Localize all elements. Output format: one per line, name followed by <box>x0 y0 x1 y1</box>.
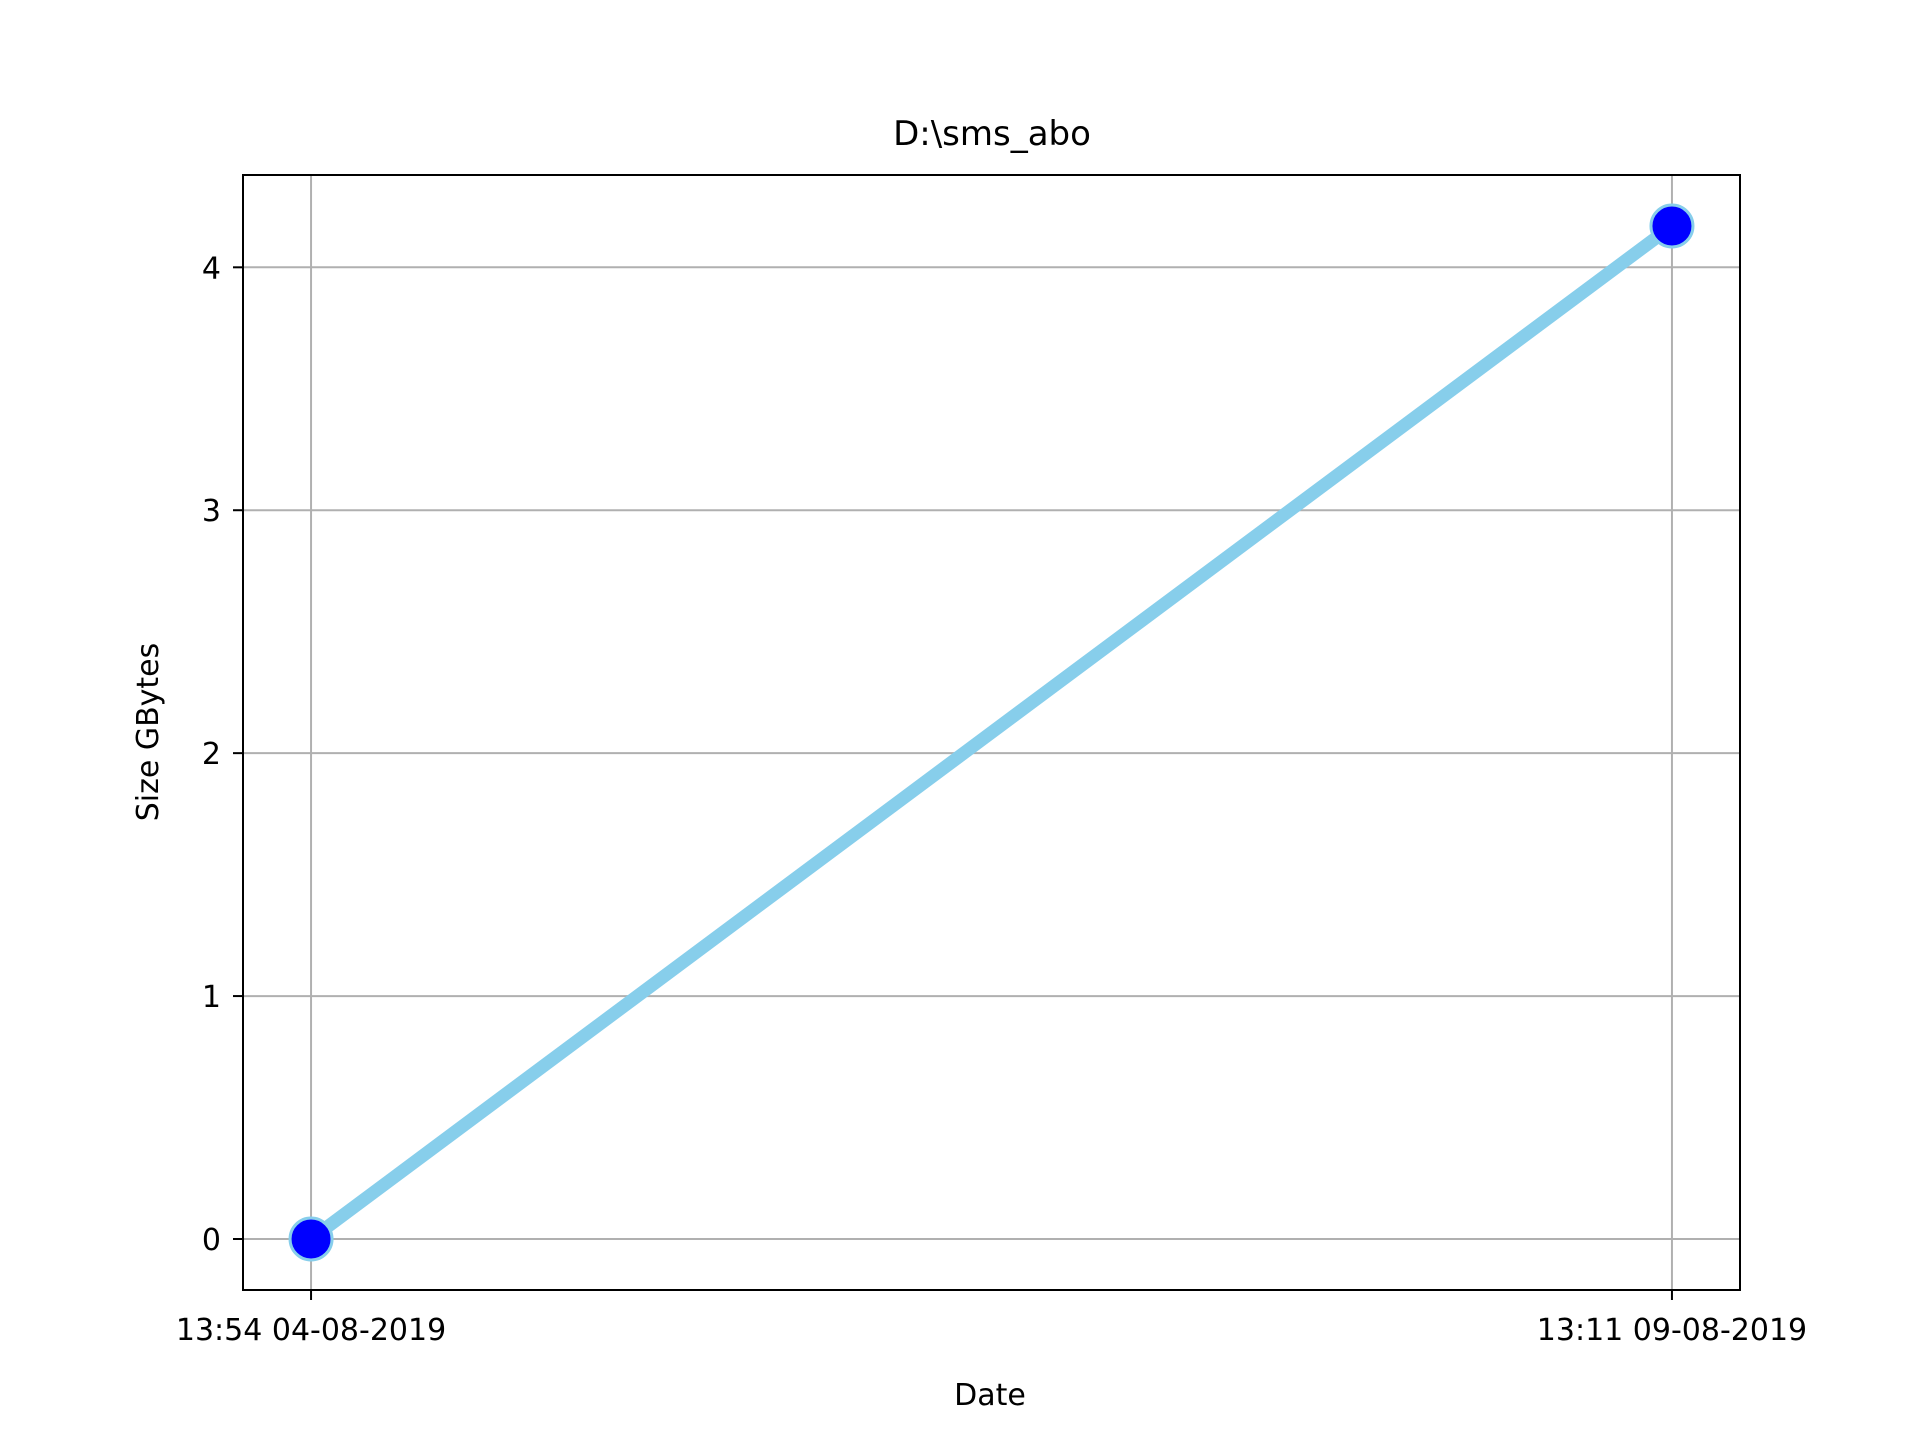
series-line <box>304 219 1679 1246</box>
chart-title: D:\sms_abo <box>893 114 1091 154</box>
data-point <box>1649 203 1695 249</box>
y-tick-label: 0 <box>202 1223 221 1258</box>
x-tick-label: 13:54 04-08-2019 <box>176 1313 446 1348</box>
y-tick-label: 4 <box>202 251 221 286</box>
x-axis-label: Date <box>954 1378 1026 1413</box>
y-tick-label: 1 <box>202 980 221 1015</box>
y-tick-label: 3 <box>202 494 221 529</box>
x-tick-label: 13:11 09-08-2019 <box>1537 1313 1807 1348</box>
data-point <box>288 1216 334 1262</box>
axis-ticks: 0 1 2 3 4 13:54 04-08-2019 13:11 09-08-2019 <box>176 251 1807 1348</box>
plot-frame <box>242 174 1741 1291</box>
grid-lines <box>243 175 1740 1290</box>
y-tick-label: 2 <box>202 737 221 772</box>
y-axis-label: Size GBytes <box>131 643 166 822</box>
series-layer <box>288 203 1695 1262</box>
